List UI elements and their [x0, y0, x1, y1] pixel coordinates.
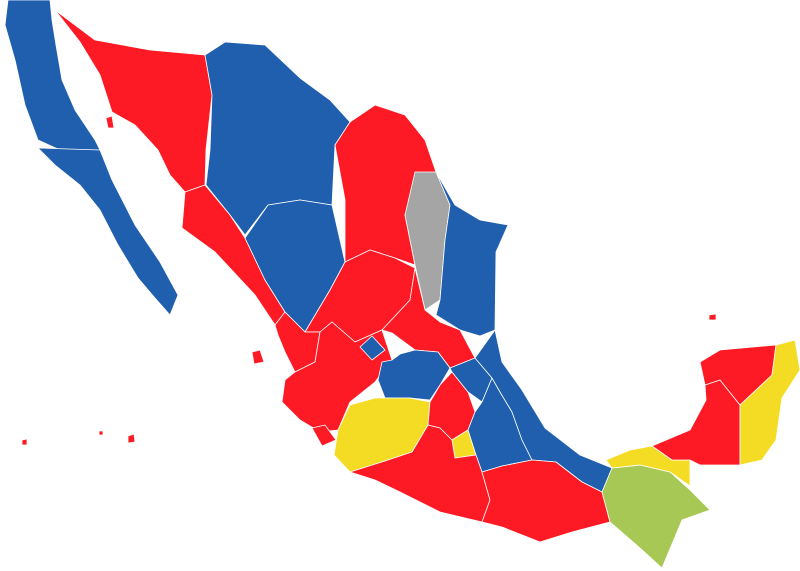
island	[251, 349, 265, 365]
island	[127, 433, 136, 444]
region-guanajuato	[377, 349, 451, 401]
region-tamaulipas	[435, 171, 509, 337]
region-tabasco	[605, 445, 691, 487]
region-quintana-roo	[739, 339, 800, 466]
region-aguascalientes	[359, 335, 386, 361]
region-baja-california-sur	[37, 147, 179, 316]
region-baja-california	[4, 0, 101, 151]
island	[98, 430, 104, 436]
region-campeche	[651, 379, 741, 466]
island	[21, 438, 28, 446]
region-chiapas	[601, 464, 711, 569]
region-guerrero	[349, 424, 491, 523]
island	[708, 313, 717, 321]
island	[105, 115, 115, 129]
